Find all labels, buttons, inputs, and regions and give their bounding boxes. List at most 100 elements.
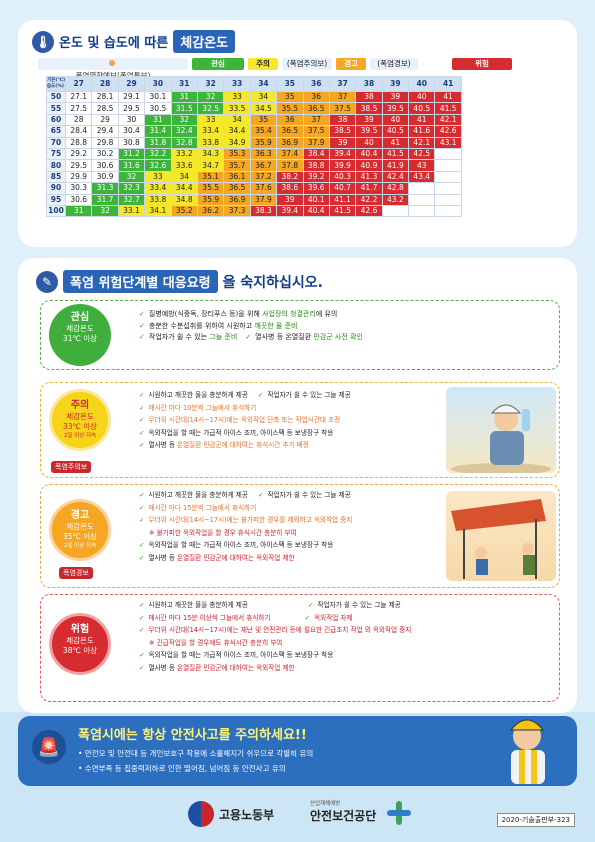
table-cell: 31 bbox=[64, 204, 93, 218]
table-cell: 37.6 bbox=[249, 182, 278, 195]
temp-header: 41 bbox=[434, 76, 462, 92]
table-cell: 39.5 bbox=[381, 102, 410, 115]
table-cell: 33.8 bbox=[196, 136, 225, 149]
table-cell: 36 bbox=[276, 113, 304, 127]
table-cell: 30.3 bbox=[64, 182, 93, 195]
level-warning: 경고 체감온도 35℃ 이상 2일 이상 지속 폭염경보 ✓ 시원하고 깨끗한 물을 충… bbox=[40, 484, 560, 588]
table-cell: 37.9 bbox=[302, 136, 330, 149]
table-cell: 41 bbox=[434, 90, 462, 104]
heat-index-panel: 🌡 온도 및 습도에 따른 체감온도 폭염영향예보(폭염특보) 관심 주의 (폭… bbox=[18, 20, 577, 247]
heat-index-table: 기온(℃) 습도(%) 27 28 29 30 31 32 33 34 35 36 37 38 39 40 41… bbox=[46, 76, 462, 218]
level2-items: ✓ 시원하고 깨끗한 물을 충분하게 제공 ✓ 작업자가 쉴 수 있는 그늘 제공 ✓… bbox=[139, 389, 351, 452]
table-cell: 36.9 bbox=[223, 193, 251, 206]
worker-drinking-illustration bbox=[446, 387, 556, 475]
legend-level1: 관심 bbox=[192, 58, 244, 70]
table-cell: 34.5 bbox=[249, 102, 278, 115]
table-cell bbox=[434, 182, 462, 195]
table-cell bbox=[434, 159, 462, 172]
footer: 고용노동부 산업재해예방 안전보건공단 2020-기술출판부-323 bbox=[0, 795, 595, 835]
legend-level4: 위험 bbox=[452, 58, 512, 70]
table-cell: 40.4 bbox=[302, 204, 330, 218]
table-cell: 31.2 bbox=[117, 147, 146, 161]
humidity-header: 75 bbox=[46, 147, 66, 161]
temp-header: 39 bbox=[381, 76, 410, 92]
table-cell bbox=[434, 193, 462, 206]
table-cell: 39.4 bbox=[276, 204, 304, 218]
table-cell: 36.5 bbox=[276, 125, 304, 138]
humidity-header: 65 bbox=[46, 125, 66, 138]
level2-badge: 주의 체감온도 33℃ 이상 2일 이상 지속 bbox=[49, 389, 111, 451]
list-item: ✓ 작업자가 쉴 수 있는 그늘 준비 ✓ 열사병 등 온열질환 민감군 사전 확인 bbox=[139, 333, 363, 342]
table-cell: 43.4 bbox=[408, 170, 436, 184]
table-cell: 36.5 bbox=[223, 182, 251, 195]
table-cell: 40.5 bbox=[408, 102, 436, 115]
table-cell: 39.4 bbox=[328, 147, 357, 161]
table-cell: 43.2 bbox=[381, 193, 410, 206]
list-item: ✓ 열사병 등 온열질환 민감군에 대하여는 휴식시간 추가 배정 bbox=[139, 441, 309, 450]
level-danger: 위험 체감온도 38℃ 이상 ✓ 시원하고 깨끗한 물을 충분하게 제공 ✓ 작업자가 쉴… bbox=[40, 594, 560, 702]
table-cell: 42.8 bbox=[381, 182, 410, 195]
table-cell: 36.2 bbox=[196, 204, 225, 218]
table-cell bbox=[381, 204, 410, 218]
table-cell bbox=[408, 182, 436, 195]
table-row: 50 27.1 28.1 29.1 30.1 31 32 33 34 35 36 37 38 39 40 41 bbox=[46, 90, 462, 104]
table-row: 60 28 29 30 31 32 33 34 35 36 37 38 39 40 41 42.1 bbox=[46, 113, 462, 127]
table-cell: 35.5 bbox=[196, 182, 225, 195]
humidity-header: 80 bbox=[46, 159, 66, 172]
table-cell: 33.8 bbox=[144, 193, 172, 206]
table-cell: 38 bbox=[328, 113, 357, 127]
legend: 폭염영향예보(폭염특보) 관심 주의 (폭염주의보) 경고 (폭염경보) 위험 bbox=[38, 58, 512, 80]
table-cell: 28.8 bbox=[64, 136, 93, 149]
table-cell: 36.7 bbox=[249, 159, 278, 172]
table-cell: 29.4 bbox=[91, 125, 119, 138]
table-cell: 36.3 bbox=[249, 147, 278, 161]
table-cell: 31.8 bbox=[144, 136, 172, 149]
temp-header: 38 bbox=[355, 76, 383, 92]
table-cell: 40.7 bbox=[328, 182, 357, 195]
table-cell bbox=[408, 193, 436, 206]
table-row: 65 28.4 29.4 30.4 31.4 32.4 33.4 34.4 35.4 36.5 37… bbox=[46, 125, 462, 138]
banner-item: • 안전모 및 안전대 등 개인보호구 착용에 소홀해지기 쉬우므로 각별히 유… bbox=[78, 749, 314, 758]
list-item: ✓ 질병예방(식중독, 장티푸스 등)을 위해 사업장의 청결관리에 유의 bbox=[139, 310, 338, 318]
table-cell: 39 bbox=[328, 136, 357, 149]
temp-header: 32 bbox=[196, 76, 225, 92]
humidity-header: 85 bbox=[46, 170, 66, 184]
table-cell: 30.9 bbox=[91, 170, 119, 184]
safety-banner: 🚨 폭염시에는 항상 안전사고를 주의하세요!! • 안전모 및 안전대 등 개… bbox=[18, 716, 577, 786]
table-cell: 35.7 bbox=[223, 159, 251, 172]
legend-level2-note: (폭염주의보) bbox=[282, 58, 332, 70]
humidity-header: 70 bbox=[46, 136, 66, 149]
temp-header: 28 bbox=[91, 76, 119, 92]
heat-index-title: 🌡 온도 및 습도에 따른 체감온도 bbox=[32, 30, 236, 53]
kosha-logo: 산업재해예방 안전보건공단 bbox=[310, 799, 376, 824]
table-cell: 40.1 bbox=[302, 193, 330, 206]
kosha-cross-icon bbox=[387, 801, 411, 825]
list-item: ✓ 시원하고 깨끗한 물을 충분하게 제공 ✓ 작업자가 쉴 수 있는 그늘 제공 bbox=[139, 491, 351, 499]
kosha-name: 안전보건공단 bbox=[310, 809, 377, 823]
table-cell: 35.9 bbox=[249, 136, 278, 149]
table-cell: 28.1 bbox=[91, 90, 119, 104]
publication-code: 2020-기술출판부-323 bbox=[496, 813, 575, 827]
table-cell: 38 bbox=[355, 90, 383, 104]
legend-forecast: 폭염영향예보(폭염특보) bbox=[38, 58, 188, 80]
list-item: ✓ 시원하고 깨끗한 물을 충분하게 제공 ✓ 작업자가 쉴 수 있는 그늘 제공 bbox=[139, 601, 401, 609]
level1-items: ✓ 질병예방(식중독, 장티푸스 등)을 위해 사업장의 청결관리에 유의 ✓ 충분… bbox=[139, 309, 363, 344]
table-cell: 38.5 bbox=[328, 125, 357, 138]
list-item: ✓ 열사병 등 온열질환 민감군에 대하여는 옥외작업 제한 bbox=[139, 663, 295, 672]
table-cell: 40.5 bbox=[381, 125, 410, 138]
table-cell: 37.5 bbox=[302, 125, 330, 138]
table-cell: 32.3 bbox=[117, 182, 146, 195]
table-cell: 34.9 bbox=[223, 136, 251, 149]
table-cell: 41.3 bbox=[355, 170, 383, 184]
table-cell: 40.3 bbox=[328, 170, 357, 184]
table-cell: 33 bbox=[144, 170, 172, 184]
table-cell: 39 bbox=[276, 193, 304, 206]
table-cell: 38.8 bbox=[302, 159, 330, 172]
table-cell: 33 bbox=[196, 113, 225, 127]
title-highlight: 체감온도 bbox=[173, 30, 236, 53]
table-cell: 34 bbox=[170, 170, 198, 184]
list-item: ✓ 옥외작업을 할 때는 가급적 아이스 조끼, 아이스팩 등 보냉장구 착용 bbox=[139, 651, 334, 660]
table-cell: 30.8 bbox=[117, 136, 146, 149]
humidity-header: 95 bbox=[46, 193, 66, 206]
table-cell: 42.4 bbox=[381, 170, 410, 184]
